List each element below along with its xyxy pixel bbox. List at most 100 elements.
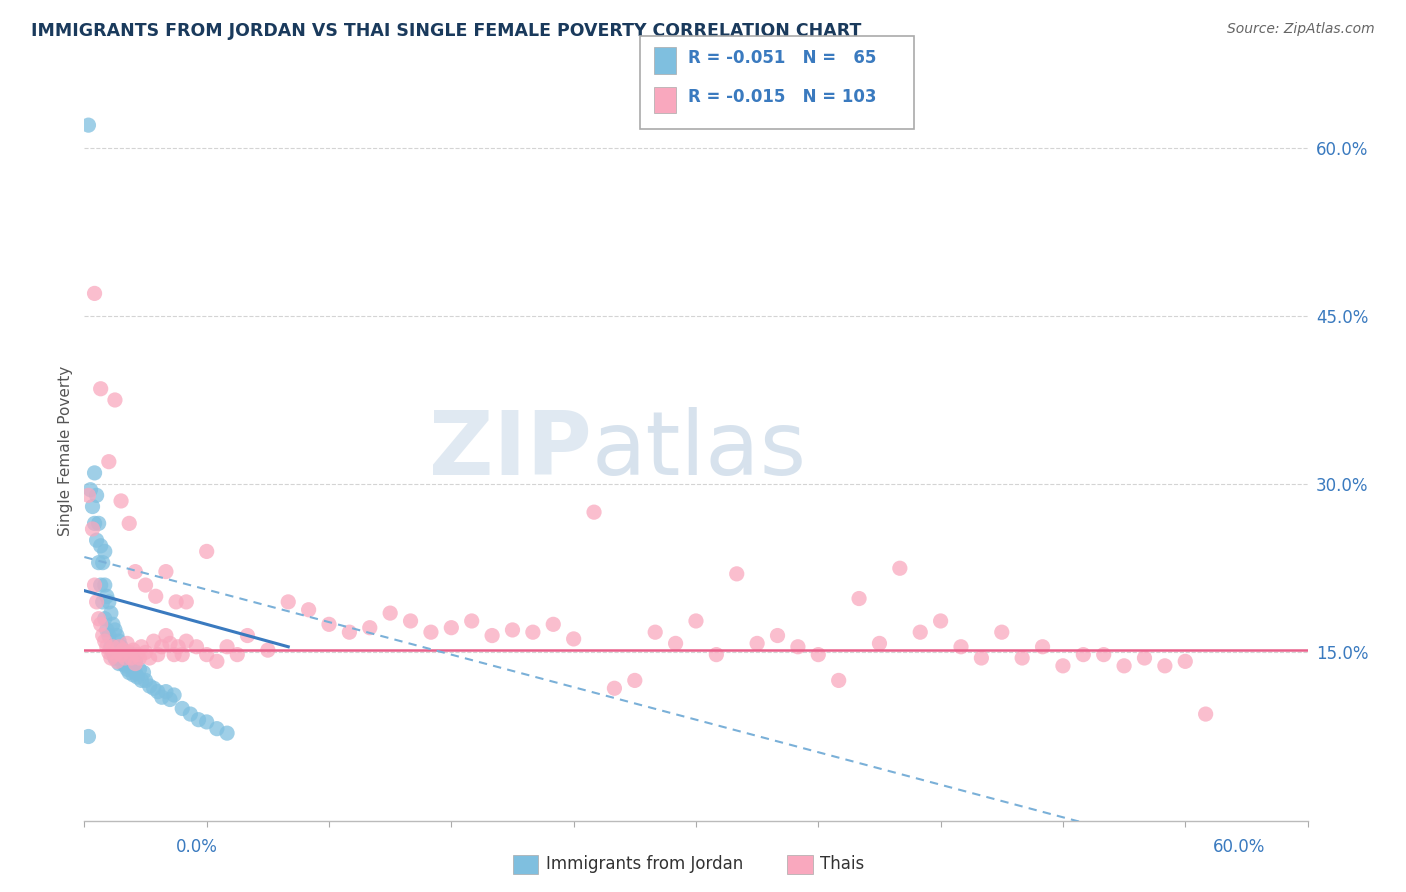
Point xyxy=(101,640,124,654)
Point xyxy=(135,645,157,659)
Point xyxy=(128,651,150,665)
Point xyxy=(90,539,112,553)
Point xyxy=(108,640,131,654)
Point xyxy=(172,701,194,715)
Point xyxy=(110,494,132,508)
Point xyxy=(420,625,443,640)
Point xyxy=(124,657,146,671)
Point xyxy=(766,628,789,642)
Point xyxy=(165,595,187,609)
Point xyxy=(132,665,155,680)
Point xyxy=(950,640,973,654)
Point xyxy=(112,645,135,659)
Point xyxy=(87,516,110,531)
Point xyxy=(127,648,149,662)
Text: R = -0.015   N = 103: R = -0.015 N = 103 xyxy=(688,88,876,106)
Point xyxy=(83,286,105,301)
Point xyxy=(96,640,118,654)
Point xyxy=(114,651,136,665)
Point xyxy=(481,628,503,642)
Point xyxy=(138,651,160,665)
Point xyxy=(108,657,131,671)
Point xyxy=(124,665,146,680)
Point xyxy=(665,636,688,650)
Point xyxy=(603,681,626,696)
Point xyxy=(236,628,259,642)
Point xyxy=(96,589,118,603)
Point xyxy=(97,455,120,469)
Point xyxy=(97,628,120,642)
Point xyxy=(1092,648,1115,662)
Point xyxy=(146,648,169,662)
Point xyxy=(93,634,115,648)
Point xyxy=(257,643,280,657)
Point xyxy=(96,623,118,637)
Point xyxy=(118,645,141,659)
Point xyxy=(685,614,707,628)
Point xyxy=(1133,651,1156,665)
Point xyxy=(104,392,127,407)
Point xyxy=(277,595,299,609)
Point xyxy=(205,654,228,668)
Point xyxy=(104,648,127,662)
Point xyxy=(120,651,142,665)
Point xyxy=(87,612,110,626)
Point xyxy=(128,662,150,676)
Point xyxy=(91,628,114,642)
Point xyxy=(104,651,127,665)
Point xyxy=(93,544,115,558)
Point xyxy=(87,556,110,570)
Point xyxy=(205,722,228,736)
Point xyxy=(502,623,524,637)
Point xyxy=(1114,658,1136,673)
Point xyxy=(787,640,810,654)
Point xyxy=(889,561,911,575)
Point xyxy=(155,684,177,698)
Point xyxy=(118,665,141,680)
Point xyxy=(298,603,321,617)
Point xyxy=(83,578,105,592)
Point xyxy=(522,625,544,640)
Point xyxy=(543,617,565,632)
Point xyxy=(440,621,463,635)
Point xyxy=(217,726,239,740)
Point xyxy=(97,595,120,609)
Point xyxy=(110,648,132,662)
Point xyxy=(644,625,666,640)
Point xyxy=(115,662,138,676)
Point xyxy=(359,621,381,635)
Point xyxy=(583,505,606,519)
Point xyxy=(82,500,104,514)
Point xyxy=(118,654,141,668)
Point xyxy=(86,533,108,548)
Point xyxy=(624,673,647,688)
Point xyxy=(910,625,932,640)
Point xyxy=(131,673,153,688)
Point xyxy=(318,617,340,632)
Point xyxy=(706,648,728,662)
Point xyxy=(747,636,769,650)
Point xyxy=(131,640,153,654)
Text: 60.0%: 60.0% xyxy=(1213,838,1265,856)
Point xyxy=(167,640,190,654)
Point xyxy=(77,730,100,744)
Point xyxy=(86,488,108,502)
Point xyxy=(110,640,132,654)
Point xyxy=(461,614,484,628)
Point xyxy=(108,634,131,648)
Point xyxy=(159,692,181,706)
Point xyxy=(90,578,112,592)
Point xyxy=(86,595,108,609)
Point xyxy=(101,645,124,659)
Point xyxy=(114,658,136,673)
Point xyxy=(118,516,141,531)
Point xyxy=(97,645,120,659)
Point xyxy=(112,643,135,657)
Text: 0.0%: 0.0% xyxy=(176,838,218,856)
Point xyxy=(77,118,100,132)
Point xyxy=(187,713,209,727)
Point xyxy=(991,625,1014,640)
Text: atlas: atlas xyxy=(592,407,807,494)
Point xyxy=(1154,658,1177,673)
Point xyxy=(562,632,585,646)
